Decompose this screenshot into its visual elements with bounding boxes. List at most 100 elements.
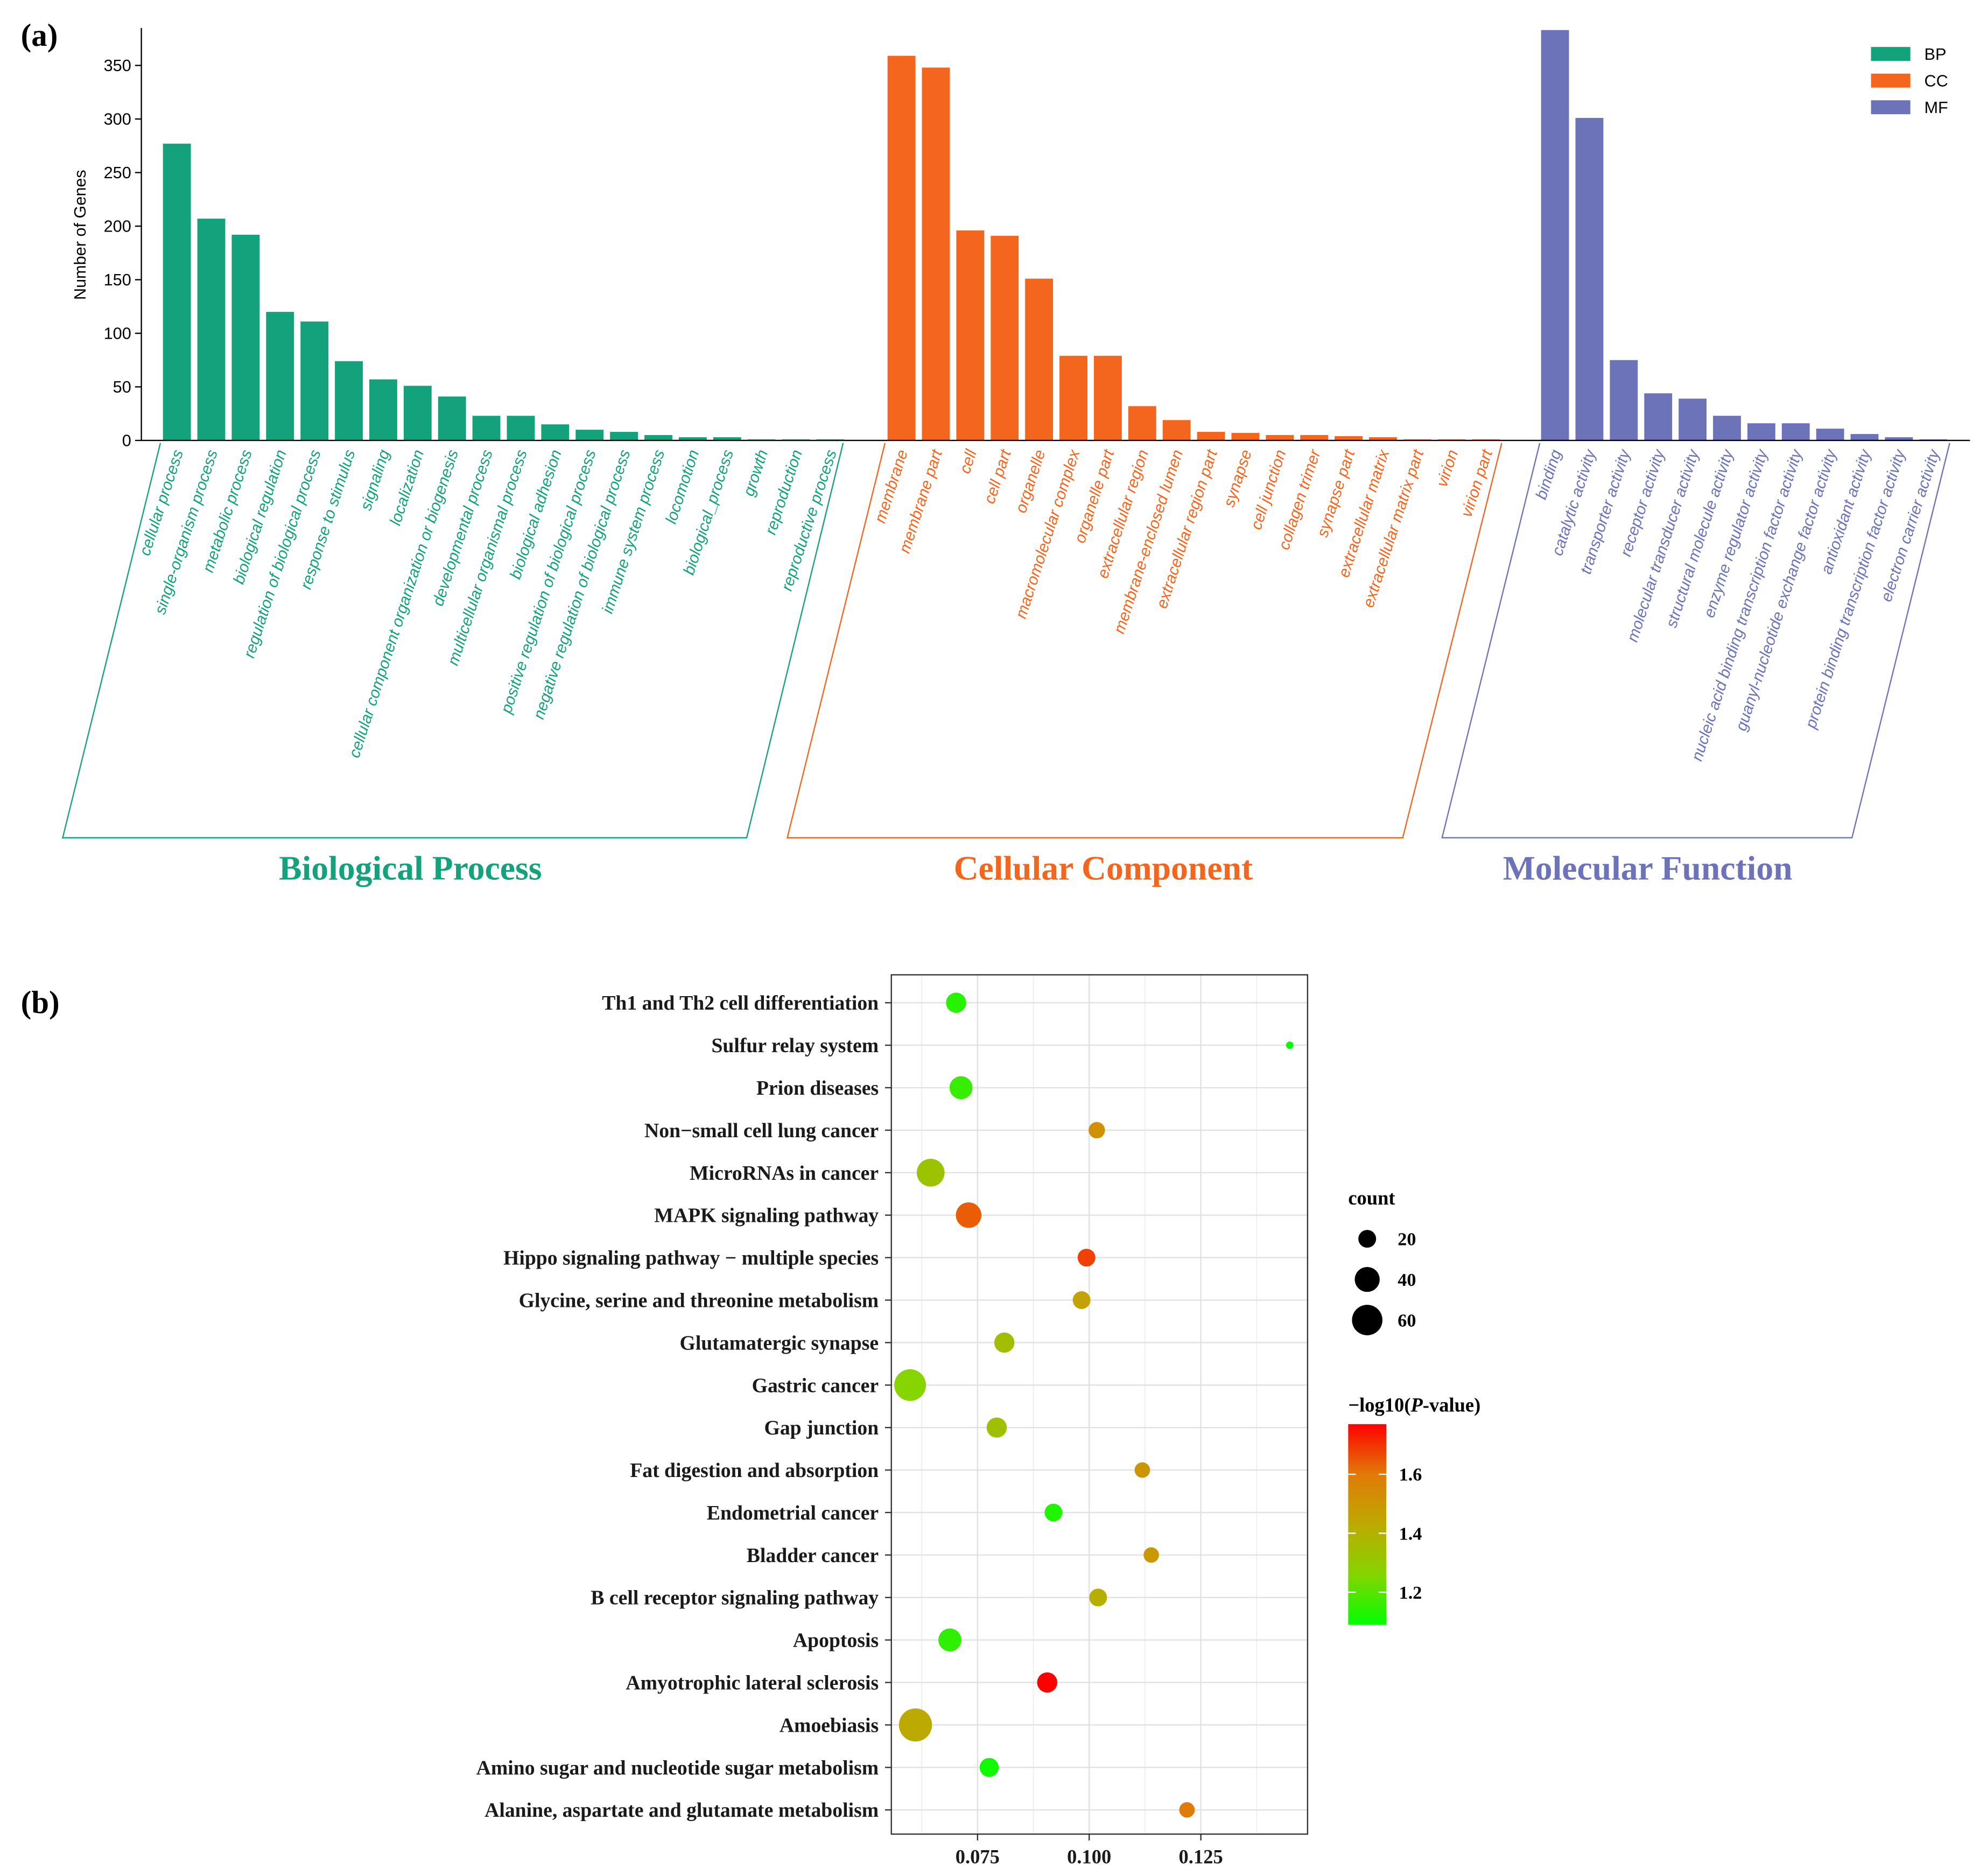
- bubble-th1-and-th2-cell-differentiation: [946, 992, 966, 1013]
- size-legend-dot: [1358, 1230, 1377, 1248]
- pathway-label: Fat digestion and absorption: [630, 1459, 879, 1482]
- color-legend-title: −log10(P-value): [1348, 1394, 1480, 1416]
- y-tick-label: 300: [104, 110, 131, 129]
- pathway-label: MicroRNAs in cancer: [690, 1162, 879, 1185]
- bar-positive-regulation-of-biological-process: [575, 430, 604, 440]
- bubble-fat-digestion-and-absorption: [1134, 1462, 1150, 1478]
- group-title-bp: Biological Process: [279, 849, 542, 887]
- bar-extracellular-region: [1128, 406, 1156, 440]
- bar-metabolic-process: [231, 234, 260, 440]
- y-tick-label: 350: [104, 57, 131, 75]
- group-title-mf: Molecular Function: [1503, 849, 1793, 887]
- bar-catalytic-activity: [1575, 118, 1604, 440]
- bar-negative-regulation-of-biological-process: [610, 432, 638, 440]
- colorbar-tick-label: 1.2: [1399, 1583, 1422, 1603]
- plot-border: [890, 974, 1309, 1835]
- bubble-gastric-cancer: [894, 1369, 926, 1401]
- bar-organelle: [1025, 278, 1054, 440]
- bubble-amoebiasis: [898, 1708, 932, 1742]
- pathway-label: Apoptosis: [793, 1629, 879, 1652]
- bar-molecular-transducer-activity: [1679, 398, 1707, 440]
- bubble-glutamatergic-synapse: [994, 1332, 1015, 1353]
- legend-swatch-cc: [1871, 73, 1911, 88]
- bar-organelle-part: [1093, 355, 1122, 440]
- bar-biological-process: [713, 437, 741, 440]
- colorbar: [1348, 1424, 1387, 1625]
- legend-swatch-bp: [1871, 47, 1911, 61]
- y-tick-label: 250: [104, 164, 131, 182]
- pathway-label: Endometrial cancer: [707, 1502, 879, 1524]
- bubble-mapk-signaling-pathway: [956, 1202, 981, 1228]
- size-legend-label: 20: [1398, 1229, 1416, 1249]
- bar-guanyl-nucleotide-exchange-factor-activity: [1816, 429, 1844, 440]
- bar-receptor-activity: [1644, 393, 1673, 440]
- bar-extracellular-region-part: [1197, 432, 1225, 440]
- bar-multicellular-organismal-process: [507, 416, 535, 440]
- bubble-hippo-signaling-pathway-multiple-species: [1077, 1249, 1096, 1267]
- bubble-micrornas-in-cancer: [916, 1158, 945, 1187]
- category-bracket-bp: [61, 443, 844, 838]
- bubble-gap-junction: [986, 1417, 1007, 1438]
- pathway-label: Non−small cell lung cancer: [644, 1119, 879, 1142]
- y-tick-label: 0: [122, 432, 131, 450]
- bar-cell-junction: [1266, 435, 1294, 440]
- bar-transporter-activity: [1610, 360, 1638, 440]
- bubble-bladder-cancer: [1143, 1547, 1159, 1563]
- y-tick-label: 150: [104, 271, 131, 289]
- bar-cellular-component-organization-or-biogenesis: [438, 396, 466, 440]
- bubble-non-small-cell-lung-cancer: [1089, 1122, 1105, 1139]
- y-axis-label: Number of Genes: [71, 170, 89, 300]
- bar-locomotion: [678, 437, 707, 440]
- pathway-label: Glutamatergic synapse: [679, 1332, 879, 1354]
- colorbar-tick-label: 1.4: [1399, 1524, 1422, 1544]
- bubble-apoptosis: [938, 1628, 961, 1652]
- bar-synapse-part: [1335, 436, 1363, 440]
- pathway-label: Alanine, aspartate and glutamate metabol…: [485, 1799, 879, 1822]
- color-legend-title-part: P: [1410, 1394, 1423, 1416]
- bubble-alanine-aspartate-and-glutamate-metabolism: [1179, 1802, 1195, 1818]
- pathway-label: Amyotrophic lateral sclerosis: [626, 1672, 879, 1695]
- bar-cell-part: [991, 235, 1019, 440]
- bubble-prion-diseases: [949, 1076, 973, 1100]
- bar-membrane-part: [922, 67, 950, 440]
- bar-signaling: [369, 379, 397, 440]
- size-legend-label: 40: [1398, 1270, 1416, 1290]
- x-tick-label: 0.125: [1179, 1845, 1223, 1867]
- pathway-label: Glycine, serine and threonine metabolism: [519, 1289, 879, 1312]
- bar-collagen-trimer: [1300, 435, 1329, 440]
- color-legend-title-part: -value): [1423, 1394, 1481, 1416]
- y-tick-label: 100: [104, 325, 131, 343]
- group-title-cc: Cellular Component: [954, 849, 1253, 887]
- size-legend-dot: [1352, 1305, 1382, 1335]
- bar-membrane: [887, 55, 916, 440]
- legend-swatch-mf: [1871, 100, 1911, 115]
- bar-regulation-of-biological-process: [300, 321, 329, 440]
- bar-membrane-enclosed-lumen: [1162, 420, 1191, 440]
- pathway-label: Prion diseases: [756, 1077, 879, 1100]
- bar-immune-system-process: [644, 435, 672, 440]
- bubble-glycine-serine-and-threonine-metabolism: [1072, 1291, 1091, 1309]
- bar-enzyme-regulator-activity: [1747, 423, 1775, 440]
- pathway-label: MAPK signaling pathway: [654, 1205, 879, 1227]
- bubble-amino-sugar-and-nucleotide-sugar-metabolism: [979, 1758, 999, 1777]
- bar-nucleic-acid-binding-transcription-factor-activity: [1781, 423, 1810, 440]
- bar-cell: [956, 230, 985, 440]
- size-legend-label: 60: [1398, 1311, 1416, 1331]
- bar-localization: [403, 386, 432, 440]
- bar-biological-adhesion: [541, 424, 570, 440]
- size-legend-title: count: [1348, 1187, 1395, 1209]
- legend-label-bp: BP: [1925, 45, 1947, 64]
- legend-label-mf: MF: [1925, 99, 1948, 117]
- bar-macromolecular-complex: [1059, 355, 1087, 440]
- bar-single-organism-process: [197, 219, 226, 440]
- panel-label-b: (b): [21, 984, 60, 1020]
- bubble-endometrial-cancer: [1044, 1503, 1063, 1522]
- size-legend-dot: [1354, 1266, 1380, 1292]
- bubble-sulfur-relay-system: [1286, 1041, 1294, 1049]
- pathway-label: Gastric cancer: [752, 1374, 879, 1397]
- pathway-label: Amoebiasis: [780, 1714, 879, 1737]
- bar-protein-binding-transcription-factor-activity: [1885, 437, 1913, 440]
- panel-label-a: (a): [21, 17, 58, 53]
- color-legend-title-part: −log10(: [1348, 1394, 1410, 1416]
